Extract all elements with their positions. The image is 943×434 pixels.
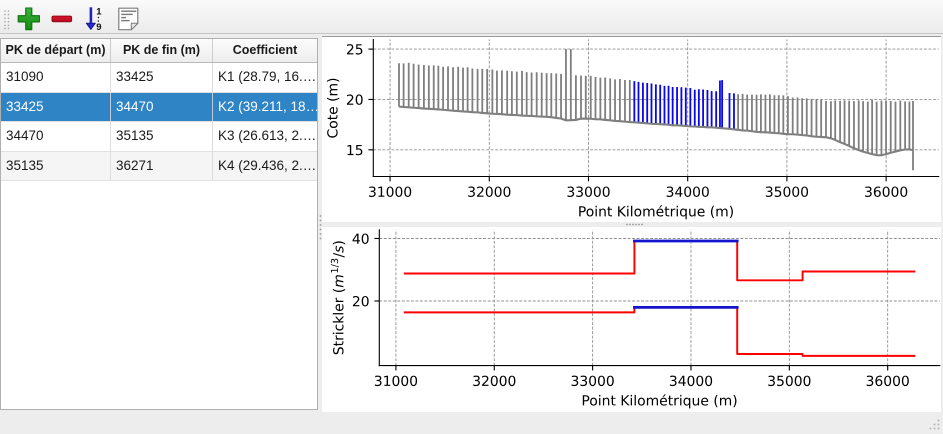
svg-text:1: 1	[96, 7, 102, 18]
svg-text:9: 9	[96, 22, 101, 33]
